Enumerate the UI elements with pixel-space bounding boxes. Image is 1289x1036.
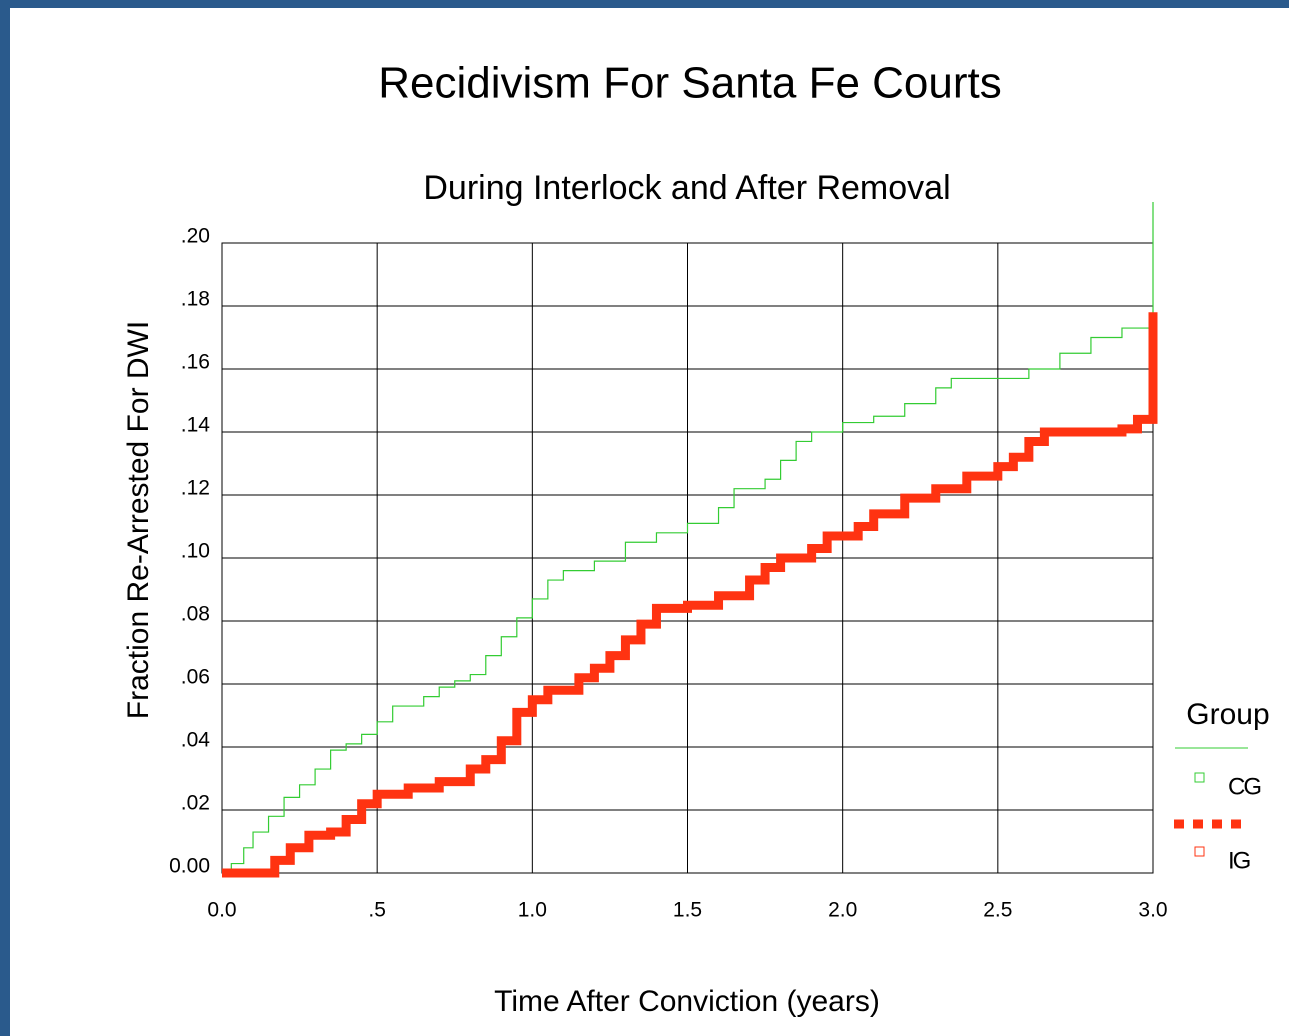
y-tick-label: .04 [181,729,211,752]
chart-title: Recidivism For Santa Fe Courts [378,59,1002,108]
legend-label: IG [1228,847,1250,874]
slide-border [0,0,10,1036]
y-tick-label: .06 [181,666,210,689]
step-line [222,202,1154,874]
x-tick-label: 3.0 [1138,899,1167,922]
legend-marker [1194,772,1205,783]
legend-label: CG [1228,773,1260,800]
y-tick-label: .20 [181,225,210,248]
chart-subtitle: During Interlock and After Removal [423,169,950,207]
x-axis-label: Time After Conviction (years) [494,985,880,1018]
y-tick-label: 0.00 [169,855,210,878]
legend-marker [1194,846,1205,857]
y-axis-label: Fraction Re-Arrested For DWI [122,321,155,719]
x-tick-label: 2.5 [983,899,1012,922]
y-tick-label: .08 [181,603,210,626]
x-tick-label: 0.0 [207,899,236,922]
y-tick-label: .12 [181,477,210,500]
x-tick-label: 1.5 [673,899,702,922]
step-line [222,312,1158,878]
x-tick-label: 1.0 [518,899,547,922]
slide-border [0,0,1289,8]
x-tick-label: 2.0 [828,899,857,922]
y-tick-label: .10 [181,540,210,563]
y-tick-label: .02 [181,792,210,815]
y-tick-label: .16 [181,351,210,374]
x-tick-label: .5 [368,899,386,922]
legend-title: Group [1186,698,1269,731]
y-tick-label: .14 [181,414,211,437]
y-tick-label: .18 [181,288,210,311]
